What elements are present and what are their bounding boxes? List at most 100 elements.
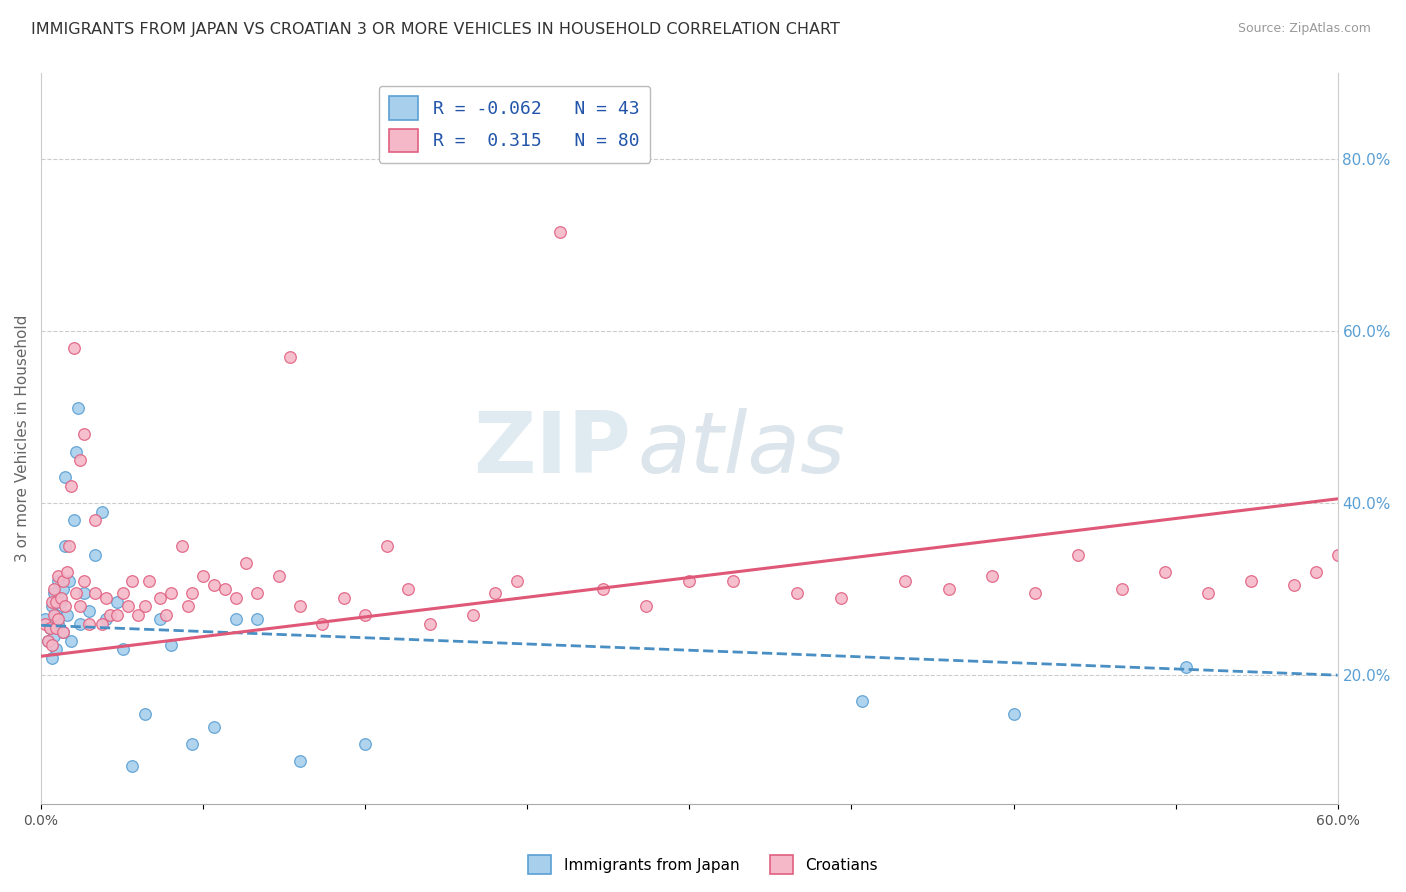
Point	[38, 621, 60, 635]
Point	[938, 582, 960, 596]
Point	[246, 612, 269, 626]
Point	[117, 599, 139, 614]
Point	[354, 737, 377, 751]
Point	[354, 607, 377, 622]
Point	[193, 569, 215, 583]
Point	[202, 578, 225, 592]
Point	[636, 599, 658, 614]
Point	[1326, 548, 1348, 562]
Point	[37, 633, 59, 648]
Point	[56, 565, 79, 579]
Point	[65, 586, 87, 600]
Point	[721, 574, 744, 588]
Point	[42, 586, 65, 600]
Point	[290, 754, 312, 768]
Point	[1240, 574, 1263, 588]
Point	[830, 591, 852, 605]
Point	[41, 595, 63, 609]
Point	[121, 758, 143, 772]
Point	[177, 599, 200, 614]
Point	[73, 574, 96, 588]
Point	[41, 638, 63, 652]
Point	[1002, 706, 1025, 721]
Point	[62, 513, 84, 527]
Point	[1153, 565, 1175, 579]
Point	[1024, 586, 1046, 600]
Point	[127, 607, 149, 622]
Point	[49, 591, 72, 605]
Point	[58, 574, 80, 588]
Point	[398, 582, 420, 596]
Point	[548, 225, 571, 239]
Point	[134, 599, 156, 614]
Point	[181, 586, 204, 600]
Point	[311, 616, 333, 631]
Point	[375, 539, 398, 553]
Point	[48, 574, 70, 588]
Point	[52, 625, 75, 640]
Point	[90, 616, 112, 631]
Point	[84, 586, 107, 600]
Point	[149, 591, 172, 605]
Point	[77, 616, 100, 631]
Point	[98, 607, 121, 622]
Point	[202, 720, 225, 734]
Point	[138, 574, 160, 588]
Point	[121, 574, 143, 588]
Point	[155, 607, 177, 622]
Point	[267, 569, 290, 583]
Point	[894, 574, 917, 588]
Point	[851, 694, 873, 708]
Point	[65, 444, 87, 458]
Point	[1305, 565, 1327, 579]
Point	[170, 539, 193, 553]
Point	[419, 616, 441, 631]
Point	[42, 582, 65, 596]
Text: ZIP: ZIP	[474, 408, 631, 491]
Point	[58, 539, 80, 553]
Point	[463, 607, 485, 622]
Point	[1197, 586, 1219, 600]
Point	[34, 612, 56, 626]
Point	[45, 607, 67, 622]
Point	[181, 737, 204, 751]
Point	[77, 604, 100, 618]
Point	[69, 599, 91, 614]
Point	[66, 401, 89, 416]
Point	[34, 616, 56, 631]
Point	[235, 557, 257, 571]
Point	[48, 616, 70, 631]
Point	[484, 586, 506, 600]
Legend: Immigrants from Japan, Croatians: Immigrants from Japan, Croatians	[523, 849, 883, 880]
Point	[1284, 578, 1306, 592]
Point	[112, 642, 135, 657]
Point	[1111, 582, 1133, 596]
Point	[980, 569, 1002, 583]
Point	[332, 591, 354, 605]
Point	[48, 612, 70, 626]
Point	[48, 569, 70, 583]
Point	[56, 607, 79, 622]
Point	[94, 612, 117, 626]
Text: Source: ZipAtlas.com: Source: ZipAtlas.com	[1237, 22, 1371, 36]
Point	[214, 582, 236, 596]
Point	[149, 612, 172, 626]
Point	[52, 582, 75, 596]
Text: IMMIGRANTS FROM JAPAN VS CROATIAN 3 OR MORE VEHICLES IN HOUSEHOLD CORRELATION CH: IMMIGRANTS FROM JAPAN VS CROATIAN 3 OR M…	[31, 22, 839, 37]
Point	[42, 630, 65, 644]
Point	[94, 591, 117, 605]
Point	[53, 470, 76, 484]
Point	[60, 633, 83, 648]
Point	[159, 638, 181, 652]
Point	[105, 595, 128, 609]
Point	[41, 651, 63, 665]
Point	[37, 633, 59, 648]
Point	[69, 453, 91, 467]
Point	[69, 616, 91, 631]
Point	[53, 599, 76, 614]
Point	[1175, 659, 1198, 673]
Point	[84, 548, 107, 562]
Point	[62, 341, 84, 355]
Point	[278, 350, 301, 364]
Y-axis label: 3 or more Vehicles in Household: 3 or more Vehicles in Household	[15, 315, 30, 562]
